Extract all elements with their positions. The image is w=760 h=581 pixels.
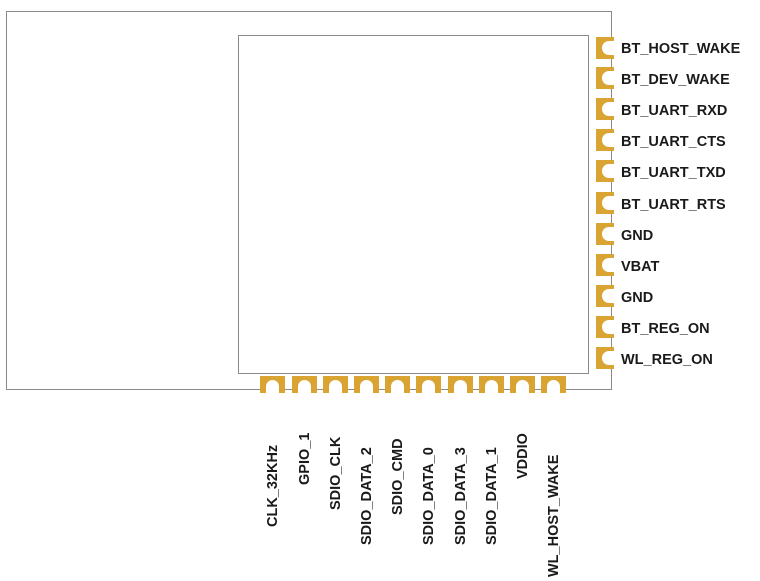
pin-label-bt-uart-txd: BT_UART_TXD [621, 165, 726, 181]
pad-hole [547, 380, 560, 393]
pad-hole [602, 164, 616, 178]
pin-label-sdio-cmd: SDIO_CMD [390, 438, 406, 515]
pin-label-gpio-1: GPIO_1 [297, 432, 313, 485]
pad-hole [602, 102, 616, 116]
pad-hole [602, 133, 616, 147]
pad-hole [360, 380, 373, 393]
pad-right-3 [596, 98, 616, 120]
pin-label-bt-uart-rxd: BT_UART_RXD [621, 103, 728, 119]
pad-hole [391, 380, 404, 393]
pad-bottom-4 [354, 376, 379, 393]
pin-label-wl-host-wake: WL_HOST_WAKE [546, 454, 562, 577]
pad-hole [602, 41, 616, 55]
pad-hole [454, 380, 467, 393]
pad-hole [602, 351, 616, 365]
pad-hole [602, 258, 616, 272]
pin-label-bt-dev-wake: BT_DEV_WAKE [621, 72, 730, 88]
pin-label-wl-reg-on: WL_REG_ON [621, 352, 713, 368]
pad-hole [602, 227, 616, 241]
pad-bottom-1 [260, 376, 285, 393]
pad-hole [298, 380, 311, 393]
pin-label-bt-uart-cts: BT_UART_CTS [621, 134, 726, 150]
pin-label-sdio-data-0: SDIO_DATA_0 [421, 447, 437, 545]
pad-bottom-10 [541, 376, 566, 393]
pad-hole [422, 380, 435, 393]
pad-bottom-7 [448, 376, 473, 393]
pad-bottom-3 [323, 376, 348, 393]
pin-label-gnd-1: GND [621, 228, 654, 244]
rf-shield-can [238, 35, 589, 374]
pad-right-11 [596, 347, 616, 369]
pad-hole [516, 380, 529, 393]
pin-label-clk-32khz: CLK_32KHz [265, 444, 281, 527]
pin-label-gnd-2: GND [621, 290, 654, 306]
pad-right-5 [596, 160, 616, 182]
pad-right-7 [596, 223, 616, 245]
pad-hole [602, 196, 616, 210]
pad-hole [602, 320, 616, 334]
pad-hole [602, 71, 616, 85]
pad-right-8 [596, 254, 616, 276]
pad-hole [329, 380, 342, 393]
pin-label-bt-reg-on: BT_REG_ON [621, 321, 710, 337]
pad-bottom-8 [479, 376, 504, 393]
pad-right-2 [596, 67, 616, 89]
pad-right-10 [596, 316, 616, 338]
pin-label-sdio-data-3: SDIO_DATA_3 [453, 447, 469, 545]
pad-hole [602, 289, 616, 303]
pin-label-sdio-data-1: SDIO_DATA_1 [484, 447, 500, 545]
pad-right-4 [596, 129, 616, 151]
pin-label-bt-host-wake: BT_HOST_WAKE [621, 41, 741, 57]
pad-hole [266, 380, 279, 393]
pin-label-vbat: VBAT [621, 259, 660, 275]
pin-label-bt-uart-rts: BT_UART_RTS [621, 197, 726, 213]
pad-right-6 [596, 192, 616, 214]
pad-bottom-6 [416, 376, 441, 393]
pin-label-sdio-data-2: SDIO_DATA_2 [359, 447, 375, 545]
pin-label-sdio-clk: SDIO_CLK [328, 436, 344, 510]
pin-label-vddio: VDDIO [515, 433, 531, 479]
pad-hole [485, 380, 498, 393]
pad-right-9 [596, 285, 616, 307]
pad-bottom-5 [385, 376, 410, 393]
pad-right-1 [596, 37, 616, 59]
pad-bottom-2 [292, 376, 317, 393]
pad-bottom-9 [510, 376, 535, 393]
